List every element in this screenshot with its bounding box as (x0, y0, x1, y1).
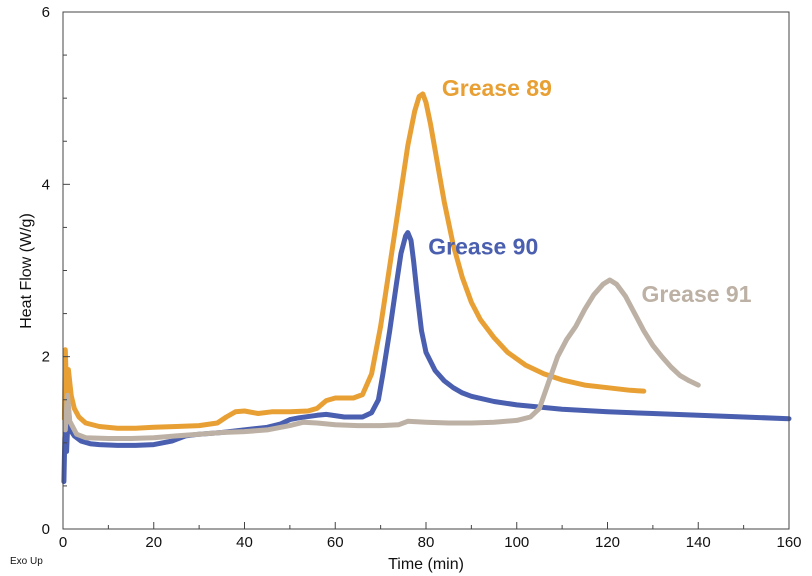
y-tick-label: 4 (42, 176, 50, 193)
series-line-grease-91 (62, 277, 701, 441)
x-tick-label: 140 (686, 534, 711, 551)
y-tick-label: 0 (42, 521, 50, 538)
x-tick-label: 120 (595, 534, 620, 551)
series-label-grease-90: Grease 90 (428, 233, 538, 259)
x-tick-label: 80 (418, 534, 435, 551)
series-label-grease-89: Grease 89 (442, 75, 552, 101)
series-line-grease-89 (61, 91, 647, 431)
x-tick-label: 20 (145, 534, 162, 551)
x-axis-label: Time (min) (388, 556, 464, 573)
y-tick-label: 6 (42, 4, 50, 21)
series-layer (61, 91, 792, 485)
series-line-grease-90 (61, 230, 792, 485)
y-axis-label: Heat Flow (W/g) (18, 213, 35, 329)
x-tick-label: 40 (236, 534, 253, 551)
series-label-grease-91: Grease 91 (642, 281, 752, 307)
x-tick-label: 100 (504, 534, 529, 551)
exo-up-note: Exo Up (10, 556, 43, 567)
x-tick-label: 60 (327, 534, 344, 551)
series-labels: Grease 89 Grease 90 Grease 91 (428, 75, 751, 307)
y-tick-label: 2 (42, 349, 50, 366)
x-tick-label: 0 (59, 534, 67, 551)
y-axis-ticks: 0 2 4 6 (42, 4, 70, 538)
x-axis-ticks: 0 20 40 60 80 100 120 140 160 (59, 522, 802, 551)
x-tick-label: 160 (776, 534, 801, 551)
